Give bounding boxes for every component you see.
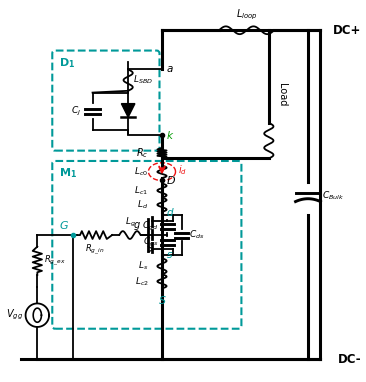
Text: $G$: $G$ — [59, 220, 70, 231]
Text: $L_{c2}$: $L_{c2}$ — [135, 275, 149, 288]
Text: $C_{Bulk}$: $C_{Bulk}$ — [322, 189, 344, 202]
Text: $g$: $g$ — [133, 220, 141, 232]
Text: $S$: $S$ — [158, 294, 166, 306]
Text: $V_{gg}$: $V_{gg}$ — [6, 308, 23, 322]
Text: DC-: DC- — [338, 353, 362, 366]
Text: $\mathbf{D_1}$: $\mathbf{D_1}$ — [59, 56, 76, 70]
Text: $R_c$: $R_c$ — [136, 146, 149, 160]
Text: $L_{c1}$: $L_{c1}$ — [134, 184, 149, 197]
Text: $C_{ds}$: $C_{ds}$ — [190, 229, 205, 241]
Text: $k$: $k$ — [165, 129, 174, 141]
Text: $\mathbf{M_1}$: $\mathbf{M_1}$ — [59, 167, 78, 180]
Text: $L_d$: $L_d$ — [137, 199, 149, 211]
Text: DC+: DC+ — [333, 24, 362, 37]
Text: $D$: $D$ — [166, 174, 176, 186]
Text: $d$: $d$ — [166, 206, 175, 218]
Text: $L_s$: $L_s$ — [138, 260, 149, 272]
Text: $R_{g\_in}$: $R_{g\_in}$ — [85, 243, 104, 257]
Text: $C_J$: $C_J$ — [71, 105, 81, 118]
Text: $C_{gd}$: $C_{gd}$ — [142, 220, 158, 233]
Text: Load: Load — [277, 83, 287, 106]
Text: $a$: $a$ — [165, 65, 173, 74]
Text: $L_{loop}$: $L_{loop}$ — [236, 8, 257, 23]
Polygon shape — [122, 104, 135, 117]
Text: $R_{g\_ex}$: $R_{g\_ex}$ — [44, 254, 66, 268]
Text: $L_g$: $L_g$ — [124, 215, 135, 229]
Text: $L_{c0}$: $L_{c0}$ — [134, 165, 149, 178]
Text: $L_{SBD}$: $L_{SBD}$ — [133, 74, 153, 86]
Text: $C_{gs}$: $C_{gs}$ — [143, 236, 158, 249]
Text: $s$: $s$ — [166, 250, 173, 260]
Text: $i_d$: $i_d$ — [178, 163, 187, 177]
